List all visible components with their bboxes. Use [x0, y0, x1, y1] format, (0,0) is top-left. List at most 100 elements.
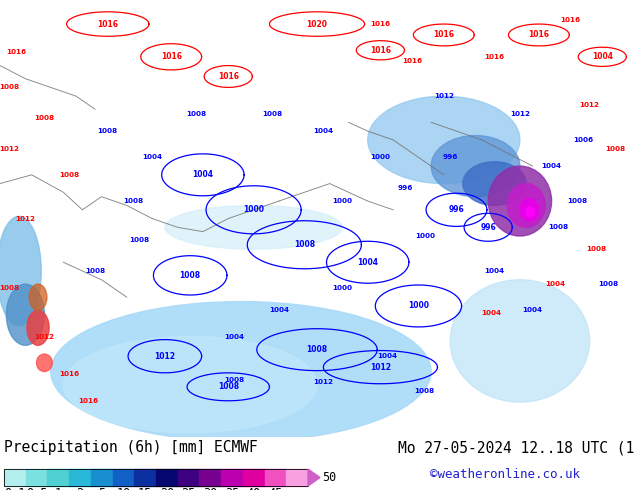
- Text: 1012: 1012: [313, 379, 333, 386]
- Text: 1004: 1004: [545, 281, 565, 287]
- Text: 1006: 1006: [573, 137, 593, 143]
- Text: 1012: 1012: [370, 363, 391, 371]
- Text: 1: 1: [55, 487, 62, 490]
- Text: 10: 10: [116, 487, 131, 490]
- Text: 1008: 1008: [85, 268, 105, 274]
- Text: 1008: 1008: [34, 115, 55, 121]
- Bar: [4, 469, 26, 486]
- Text: 1008: 1008: [0, 84, 20, 91]
- Text: 1012: 1012: [154, 352, 176, 361]
- Text: 1008: 1008: [294, 240, 315, 249]
- Bar: [221, 469, 243, 486]
- Text: 1012: 1012: [510, 111, 530, 117]
- Ellipse shape: [51, 301, 431, 441]
- Ellipse shape: [520, 199, 539, 221]
- Bar: [156, 469, 178, 486]
- Text: 1016: 1016: [484, 54, 505, 60]
- Text: 1004: 1004: [541, 163, 562, 169]
- Text: 2: 2: [77, 487, 84, 490]
- Text: 996: 996: [398, 185, 413, 191]
- Bar: [287, 469, 308, 486]
- Bar: [4, 469, 308, 486]
- Ellipse shape: [526, 207, 534, 217]
- Text: 1008: 1008: [98, 128, 118, 134]
- Text: 1000: 1000: [332, 286, 353, 292]
- Text: ©weatheronline.co.uk: ©weatheronline.co.uk: [430, 468, 580, 481]
- Ellipse shape: [431, 136, 520, 196]
- Text: 996: 996: [481, 223, 496, 232]
- Text: 1004: 1004: [313, 128, 333, 134]
- Bar: [134, 469, 156, 486]
- Text: 1008: 1008: [186, 111, 207, 117]
- Text: 1016: 1016: [433, 30, 455, 40]
- Text: 1008: 1008: [129, 237, 150, 244]
- Bar: [264, 469, 287, 486]
- Text: 1008: 1008: [598, 281, 619, 287]
- Text: 1000: 1000: [243, 205, 264, 214]
- Text: 1008: 1008: [586, 246, 606, 252]
- Text: 1000: 1000: [332, 198, 353, 204]
- Text: 1000: 1000: [370, 154, 391, 160]
- Text: 50: 50: [322, 471, 336, 484]
- Text: 1000: 1000: [408, 301, 429, 311]
- Ellipse shape: [507, 184, 545, 227]
- Bar: [243, 469, 264, 486]
- Text: 1016: 1016: [370, 21, 391, 27]
- Text: 996: 996: [449, 205, 464, 214]
- Text: 1008: 1008: [217, 382, 239, 392]
- Bar: [26, 469, 48, 486]
- Text: 1000: 1000: [415, 233, 435, 239]
- Text: 1004: 1004: [592, 52, 613, 61]
- Text: 1012: 1012: [15, 216, 36, 221]
- Bar: [113, 469, 134, 486]
- Text: 1016: 1016: [97, 20, 119, 28]
- Text: 1004: 1004: [377, 353, 397, 359]
- Text: 1008: 1008: [306, 345, 328, 354]
- Text: 40: 40: [247, 487, 261, 490]
- Text: 1008: 1008: [60, 172, 80, 178]
- Text: 1004: 1004: [481, 310, 501, 316]
- Text: 1016: 1016: [370, 46, 391, 55]
- Bar: [91, 469, 113, 486]
- Ellipse shape: [6, 284, 44, 345]
- Text: 1008: 1008: [567, 198, 587, 204]
- Ellipse shape: [27, 310, 49, 345]
- Text: 1008: 1008: [262, 111, 283, 117]
- Ellipse shape: [488, 166, 552, 236]
- Text: 1004: 1004: [484, 268, 505, 274]
- Text: 1012: 1012: [579, 102, 600, 108]
- Text: 5: 5: [98, 487, 105, 490]
- Ellipse shape: [368, 96, 520, 184]
- Text: 20: 20: [160, 487, 174, 490]
- Ellipse shape: [36, 354, 52, 371]
- Text: 25: 25: [181, 487, 196, 490]
- Text: 1012: 1012: [0, 146, 20, 151]
- Bar: [178, 469, 200, 486]
- Ellipse shape: [0, 217, 41, 326]
- Ellipse shape: [165, 205, 342, 249]
- Text: 1008: 1008: [605, 146, 625, 151]
- Text: 45: 45: [268, 487, 283, 490]
- Text: 996: 996: [443, 154, 458, 160]
- Bar: [69, 469, 91, 486]
- Text: 1012: 1012: [434, 93, 454, 99]
- Ellipse shape: [463, 162, 526, 205]
- Text: 1016: 1016: [528, 30, 550, 40]
- Text: 1008: 1008: [548, 224, 568, 230]
- Text: 1008: 1008: [179, 271, 201, 280]
- Bar: [48, 469, 69, 486]
- Text: 30: 30: [203, 487, 217, 490]
- Text: Precipitation (6h) [mm] ECMWF: Precipitation (6h) [mm] ECMWF: [4, 440, 258, 455]
- Text: 0.5: 0.5: [26, 487, 48, 490]
- Text: 1012: 1012: [34, 334, 55, 340]
- Text: 1004: 1004: [357, 258, 378, 267]
- Text: 1004: 1004: [522, 307, 543, 313]
- Text: 15: 15: [138, 487, 152, 490]
- Text: 1016: 1016: [60, 371, 80, 377]
- Text: 1016: 1016: [217, 72, 239, 81]
- Text: 1020: 1020: [306, 20, 328, 28]
- Text: 1004: 1004: [142, 154, 162, 160]
- Ellipse shape: [29, 284, 47, 310]
- Text: 1004: 1004: [269, 307, 289, 313]
- Text: 1008: 1008: [224, 377, 245, 383]
